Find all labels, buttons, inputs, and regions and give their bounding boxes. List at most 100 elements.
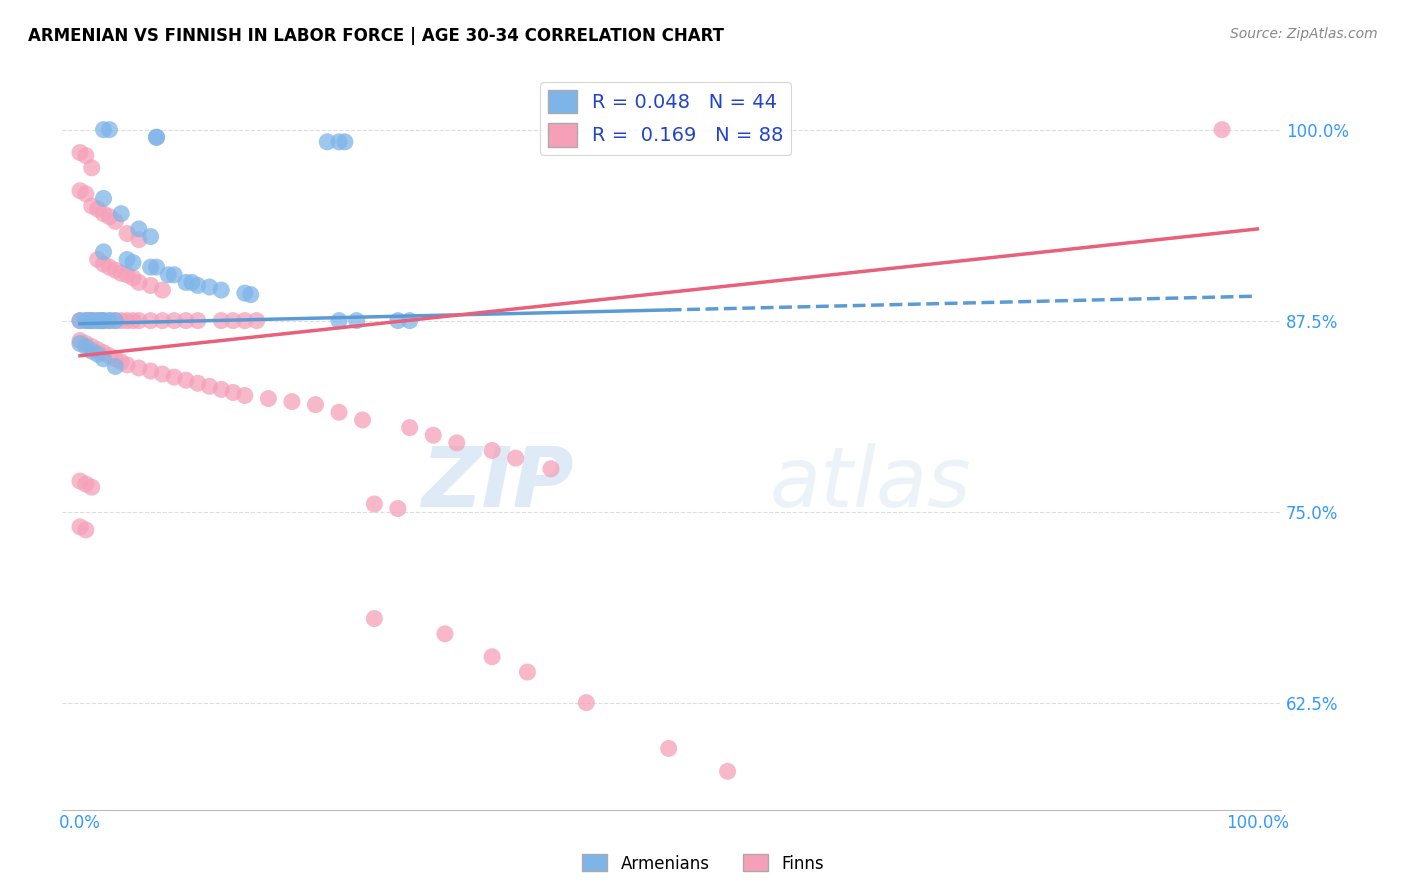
- Point: [79, 313, 101, 327]
- Point: [128, 313, 150, 327]
- Point: [69, 184, 91, 198]
- Point: [139, 313, 162, 327]
- Point: [174, 276, 197, 290]
- Point: [93, 313, 115, 327]
- Point: [246, 313, 269, 327]
- Point: [128, 222, 150, 236]
- Point: [69, 520, 91, 534]
- Point: [516, 665, 538, 679]
- Point: [233, 313, 256, 327]
- Point: [139, 364, 162, 378]
- Point: [1211, 122, 1233, 136]
- Point: [233, 286, 256, 301]
- Point: [115, 268, 138, 282]
- Point: [93, 257, 115, 271]
- Point: [75, 477, 97, 491]
- Point: [346, 313, 368, 327]
- Point: [75, 186, 97, 201]
- Point: [75, 313, 97, 327]
- Point: [104, 359, 127, 374]
- Point: [658, 741, 681, 756]
- Point: [209, 283, 232, 297]
- Point: [75, 523, 97, 537]
- Point: [115, 358, 138, 372]
- Point: [80, 480, 103, 494]
- Point: [222, 313, 245, 327]
- Point: [98, 210, 121, 224]
- Point: [145, 260, 167, 274]
- Point: [115, 227, 138, 241]
- Point: [446, 435, 468, 450]
- Point: [128, 233, 150, 247]
- Point: [152, 367, 174, 381]
- Text: ZIP: ZIP: [422, 443, 574, 524]
- Point: [304, 398, 326, 412]
- Point: [110, 355, 132, 369]
- Point: [281, 394, 304, 409]
- Point: [352, 413, 374, 427]
- Point: [93, 191, 115, 205]
- Point: [163, 313, 186, 327]
- Point: [122, 270, 145, 285]
- Point: [93, 207, 115, 221]
- Point: [80, 344, 103, 359]
- Point: [75, 340, 97, 354]
- Point: [209, 383, 232, 397]
- Point: [209, 313, 232, 327]
- Point: [363, 611, 385, 625]
- Text: ARMENIAN VS FINNISH IN LABOR FORCE | AGE 30-34 CORRELATION CHART: ARMENIAN VS FINNISH IN LABOR FORCE | AGE…: [28, 27, 724, 45]
- Point: [69, 313, 91, 327]
- Point: [239, 287, 262, 301]
- Point: [104, 313, 127, 327]
- Point: [174, 373, 197, 387]
- Point: [505, 451, 527, 466]
- Point: [328, 405, 350, 419]
- Point: [98, 122, 121, 136]
- Point: [333, 135, 356, 149]
- Point: [98, 313, 121, 327]
- Text: Source: ZipAtlas.com: Source: ZipAtlas.com: [1230, 27, 1378, 41]
- Point: [98, 313, 121, 327]
- Point: [481, 649, 503, 664]
- Point: [104, 351, 127, 366]
- Point: [93, 345, 115, 359]
- Point: [363, 497, 385, 511]
- Point: [398, 313, 420, 327]
- Point: [110, 313, 132, 327]
- Point: [328, 313, 350, 327]
- Point: [716, 764, 738, 779]
- Point: [93, 244, 115, 259]
- Point: [98, 349, 121, 363]
- Point: [152, 313, 174, 327]
- Point: [139, 278, 162, 293]
- Point: [540, 462, 562, 476]
- Point: [69, 474, 91, 488]
- Point: [69, 313, 91, 327]
- Point: [79, 313, 101, 327]
- Point: [187, 313, 209, 327]
- Point: [152, 283, 174, 297]
- Point: [93, 351, 115, 366]
- Point: [174, 313, 197, 327]
- Point: [86, 202, 108, 216]
- Point: [80, 199, 103, 213]
- Point: [86, 347, 108, 361]
- Legend: R = 0.048   N = 44, R =  0.169   N = 88: R = 0.048 N = 44, R = 0.169 N = 88: [540, 82, 792, 154]
- Point: [187, 278, 209, 293]
- Point: [128, 361, 150, 376]
- Point: [163, 268, 186, 282]
- Point: [198, 280, 221, 294]
- Point: [86, 343, 108, 357]
- Point: [75, 313, 97, 327]
- Point: [98, 260, 121, 274]
- Point: [93, 122, 115, 136]
- Legend: Armenians, Finns: Armenians, Finns: [575, 847, 831, 880]
- Point: [110, 266, 132, 280]
- Text: atlas: atlas: [769, 443, 970, 524]
- Point: [163, 370, 186, 384]
- Point: [122, 255, 145, 269]
- Point: [69, 145, 91, 160]
- Point: [90, 313, 112, 327]
- Point: [316, 135, 339, 149]
- Point: [122, 313, 145, 327]
